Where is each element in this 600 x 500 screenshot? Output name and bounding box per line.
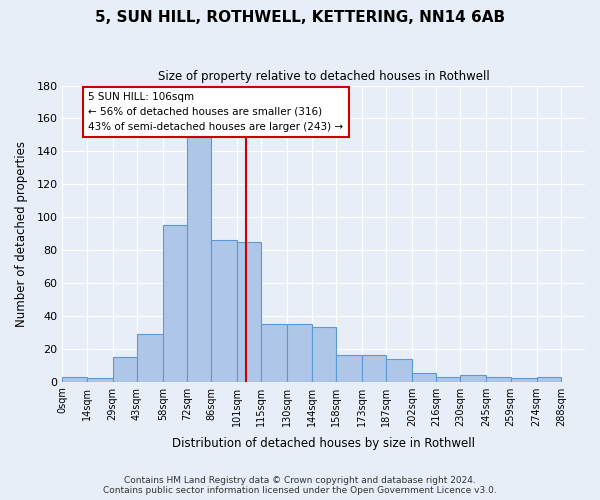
Bar bbox=[62, 376, 86, 382]
Bar bbox=[536, 376, 561, 382]
Bar bbox=[262, 324, 287, 382]
Bar bbox=[137, 334, 163, 382]
Bar bbox=[287, 324, 311, 382]
Bar bbox=[311, 328, 336, 382]
Bar bbox=[362, 356, 386, 382]
Title: Size of property relative to detached houses in Rothwell: Size of property relative to detached ho… bbox=[158, 70, 490, 83]
Bar bbox=[163, 226, 187, 382]
Bar bbox=[187, 135, 211, 382]
Bar bbox=[436, 376, 460, 382]
Bar bbox=[237, 242, 262, 382]
Bar bbox=[86, 378, 113, 382]
X-axis label: Distribution of detached houses by size in Rothwell: Distribution of detached houses by size … bbox=[172, 437, 475, 450]
Bar bbox=[336, 356, 362, 382]
Bar bbox=[412, 374, 436, 382]
Bar bbox=[487, 376, 511, 382]
Bar bbox=[113, 357, 137, 382]
Y-axis label: Number of detached properties: Number of detached properties bbox=[15, 140, 28, 326]
Bar bbox=[511, 378, 536, 382]
Text: Contains HM Land Registry data © Crown copyright and database right 2024.
Contai: Contains HM Land Registry data © Crown c… bbox=[103, 476, 497, 495]
Text: 5 SUN HILL: 106sqm
← 56% of detached houses are smaller (316)
43% of semi-detach: 5 SUN HILL: 106sqm ← 56% of detached hou… bbox=[88, 92, 343, 132]
Text: 5, SUN HILL, ROTHWELL, KETTERING, NN14 6AB: 5, SUN HILL, ROTHWELL, KETTERING, NN14 6… bbox=[95, 10, 505, 25]
Bar bbox=[211, 240, 237, 382]
Bar bbox=[386, 358, 412, 382]
Bar bbox=[460, 375, 487, 382]
